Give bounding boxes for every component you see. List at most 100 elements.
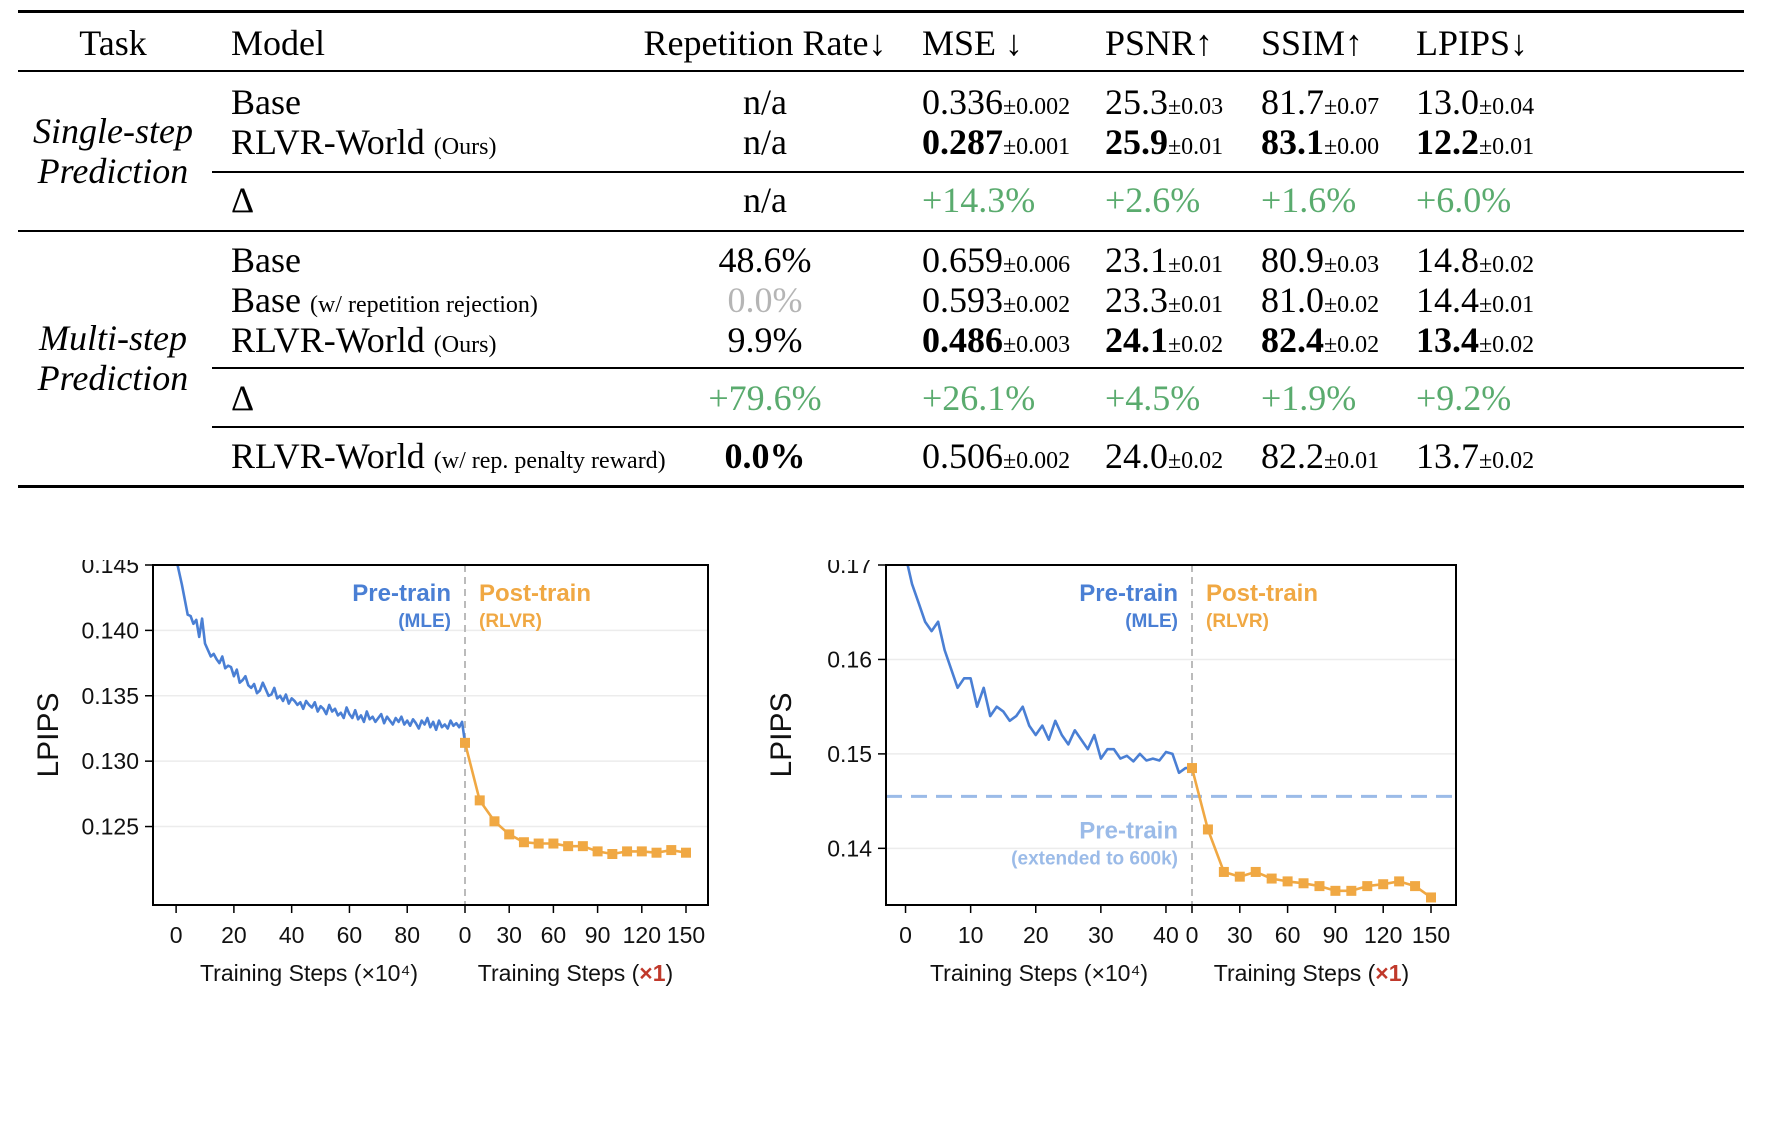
pretrain-label: Pre-train	[1079, 580, 1178, 607]
mse-value: 0.486±0.003	[922, 320, 1071, 360]
x-tick-label: 40	[279, 922, 305, 948]
rep-value: n/a	[743, 82, 787, 122]
task-single-line2: Prediction	[37, 151, 189, 191]
x-tick-label: 90	[585, 922, 611, 948]
x-tick-label: 30	[1088, 922, 1114, 948]
posttrain-point	[460, 737, 470, 748]
x-tick-label: 0	[459, 922, 472, 948]
mse-value: 0.336±0.002	[922, 82, 1071, 122]
posttrain-point	[1202, 824, 1213, 835]
posttrain-point	[1394, 876, 1405, 887]
header-rule	[18, 70, 1744, 72]
top-rule	[18, 10, 1744, 13]
y-tick-label: 0.130	[81, 748, 139, 774]
model-name: Base	[231, 82, 301, 122]
posttrain-point	[1314, 881, 1325, 892]
y-tick-label: 0.140	[81, 617, 139, 643]
x-tick-label: 0	[170, 922, 183, 948]
posttrain-series-line	[1190, 767, 1432, 899]
y-axis-label: LPIPS	[32, 692, 65, 777]
psnr-value: 23.3±0.01	[1105, 280, 1224, 320]
y-tick-label: 0.125	[81, 814, 139, 840]
multi-step-chart: Multi-Step Prediction0.170.160.150.14LPI…	[765, 560, 1457, 986]
delta-mse: +26.1%	[922, 378, 1036, 418]
header-repetition-rate: Repetition Rate↓	[643, 23, 887, 63]
y-tick-label: 0.16	[827, 646, 872, 672]
posttrain-point	[592, 846, 603, 857]
posttrain-point	[607, 849, 618, 859]
y-axis-label: LPIPS	[765, 692, 798, 777]
delta-lpips: +6.0%	[1416, 180, 1512, 220]
posttrain-point	[489, 816, 500, 827]
posttrain-point	[636, 846, 647, 857]
x-tick-label: 30	[496, 922, 522, 948]
posttrain-point	[1330, 885, 1341, 896]
delta-label: Δ	[231, 180, 255, 220]
task-multi-line2: Prediction	[37, 358, 189, 398]
pretrain-x-axis-label: Training Steps (×10⁴)	[200, 960, 418, 986]
posttrain-point	[1282, 876, 1293, 887]
charts-area: Single-Step Prediction0.1450.1400.1350.1…	[0, 560, 1774, 1134]
pretrain-series-line	[176, 565, 467, 743]
lpips-value: 13.0±0.04	[1416, 82, 1535, 122]
x-tick-label: 40	[1153, 922, 1179, 948]
rep-value: 0.0%	[724, 436, 806, 476]
ssim-value: 80.9±0.03	[1261, 240, 1380, 280]
rep-value: 48.6%	[718, 240, 812, 280]
reference-label: Pre-train	[1079, 817, 1178, 844]
ssim-value: 81.0±0.02	[1261, 280, 1380, 320]
x-tick-label: 20	[221, 922, 247, 948]
lpips-value: 13.7±0.02	[1416, 436, 1535, 476]
x-tick-label: 60	[337, 922, 363, 948]
mse-value: 0.593±0.002	[922, 280, 1071, 320]
posttrain-point	[548, 838, 559, 849]
x-tick-label: 120	[623, 922, 661, 948]
model-name: Base	[231, 240, 301, 280]
x-tick-label: 60	[1275, 922, 1301, 948]
lpips-value: 14.4±0.01	[1416, 280, 1535, 320]
delta-psnr: +2.6%	[1105, 180, 1201, 220]
plot-frame	[885, 564, 1457, 906]
ssim-value: 82.2±0.01	[1261, 436, 1380, 476]
posttrain-x-axis-label: Training Steps (×1)	[1214, 960, 1409, 986]
posttrain-point	[474, 795, 485, 806]
posttrain-point	[1234, 871, 1245, 882]
x-tick-label: 10	[958, 922, 984, 948]
posttrain-sublabel: (RLVR)	[1206, 611, 1269, 632]
x-tick-label: 20	[1023, 922, 1049, 948]
posttrain-point	[622, 846, 633, 857]
header-mse: MSE ↓	[922, 23, 1024, 63]
pretrain-series-line	[906, 565, 1192, 775]
posttrain-point	[1426, 892, 1436, 903]
x-tick-label: 150	[667, 922, 705, 948]
multi-delta-rule	[212, 367, 1744, 369]
posttrain-point	[666, 845, 677, 856]
mse-value: 0.659±0.006	[922, 240, 1071, 280]
x-tick-label: 0	[1186, 922, 1199, 948]
posttrain-point	[1187, 763, 1197, 774]
rep-value: n/a	[743, 122, 787, 162]
pretrain-sublabel: (MLE)	[398, 611, 451, 632]
psnr-value: 25.9±0.01	[1105, 122, 1224, 162]
plot-frame	[152, 564, 709, 906]
ssim-value: 82.4±0.02	[1261, 320, 1380, 360]
header-ssim: SSIM↑	[1261, 23, 1364, 63]
single-delta-rule	[212, 171, 1744, 173]
posttrain-x-axis-label: Training Steps (×1)	[478, 960, 673, 986]
posttrain-point	[563, 841, 574, 852]
task-multi-line1: Multi-step	[39, 318, 187, 358]
psnr-value: 24.1±0.02	[1105, 320, 1224, 360]
delta-psnr: +4.5%	[1105, 378, 1201, 418]
posttrain-point	[1250, 866, 1261, 877]
posttrain-series-line	[463, 742, 687, 856]
posttrain-point	[651, 847, 662, 858]
pretrain-x-axis-label: Training Steps (×10⁴)	[930, 960, 1148, 986]
psnr-value: 24.0±0.02	[1105, 436, 1224, 476]
posttrain-sublabel: (RLVR)	[479, 611, 542, 632]
posttrain-point	[577, 841, 588, 852]
lpips-value: 12.2±0.01	[1416, 122, 1535, 162]
task-single-line1: Single-step	[33, 111, 193, 151]
section-rule	[18, 230, 1744, 232]
posttrain-point	[1362, 881, 1373, 892]
y-tick-label: 0.135	[81, 683, 139, 709]
